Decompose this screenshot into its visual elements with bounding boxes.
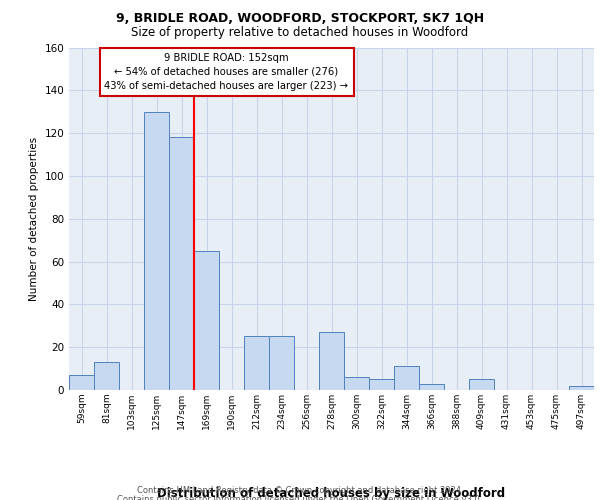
Bar	[144, 112, 169, 390]
Bar	[244, 336, 269, 390]
Bar	[344, 377, 369, 390]
Bar	[169, 138, 194, 390]
Text: Contains public sector information licensed under the Open Government Licence v3: Contains public sector information licen…	[118, 495, 482, 500]
Y-axis label: Number of detached properties: Number of detached properties	[29, 136, 39, 301]
Bar	[394, 366, 419, 390]
Text: 9 BRIDLE ROAD: 152sqm
← 54% of detached houses are smaller (276)
43% of semi-det: 9 BRIDLE ROAD: 152sqm ← 54% of detached …	[104, 52, 349, 90]
Bar	[69, 375, 94, 390]
Bar	[369, 380, 394, 390]
Bar	[94, 362, 119, 390]
Bar	[419, 384, 444, 390]
Bar	[194, 251, 219, 390]
Text: Size of property relative to detached houses in Woodford: Size of property relative to detached ho…	[131, 26, 469, 39]
Text: Contains HM Land Registry data © Crown copyright and database right 2024.: Contains HM Land Registry data © Crown c…	[137, 486, 463, 495]
Bar	[469, 380, 494, 390]
Text: 9, BRIDLE ROAD, WOODFORD, STOCKPORT, SK7 1QH: 9, BRIDLE ROAD, WOODFORD, STOCKPORT, SK7…	[116, 12, 484, 26]
Bar	[319, 332, 344, 390]
X-axis label: Distribution of detached houses by size in Woodford: Distribution of detached houses by size …	[157, 488, 506, 500]
Bar	[269, 336, 294, 390]
Bar	[569, 386, 594, 390]
